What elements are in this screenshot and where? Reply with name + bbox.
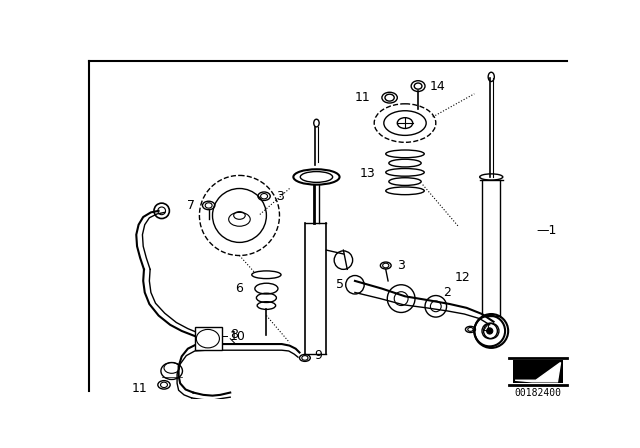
Text: 7: 7	[187, 199, 195, 212]
Text: 6: 6	[236, 282, 243, 295]
Polygon shape	[515, 362, 561, 382]
Text: 3: 3	[397, 259, 405, 272]
Ellipse shape	[314, 119, 319, 127]
Text: 5: 5	[336, 278, 344, 291]
Circle shape	[486, 328, 493, 334]
Text: 14: 14	[429, 80, 445, 93]
Text: 4: 4	[482, 323, 490, 336]
Text: 2: 2	[444, 286, 451, 299]
Bar	[513, 360, 563, 383]
Text: 11: 11	[355, 91, 371, 104]
Text: 00182400: 00182400	[514, 388, 561, 397]
Text: 13: 13	[360, 167, 376, 180]
Text: 11: 11	[131, 382, 147, 395]
Text: —1: —1	[536, 224, 556, 237]
Bar	[195, 327, 221, 350]
Ellipse shape	[293, 169, 340, 185]
Text: 9: 9	[314, 349, 322, 362]
Ellipse shape	[252, 271, 281, 279]
Text: 3: 3	[276, 190, 284, 202]
Text: 12: 12	[454, 271, 470, 284]
Text: 8: 8	[230, 328, 238, 341]
Text: 10: 10	[230, 330, 245, 343]
